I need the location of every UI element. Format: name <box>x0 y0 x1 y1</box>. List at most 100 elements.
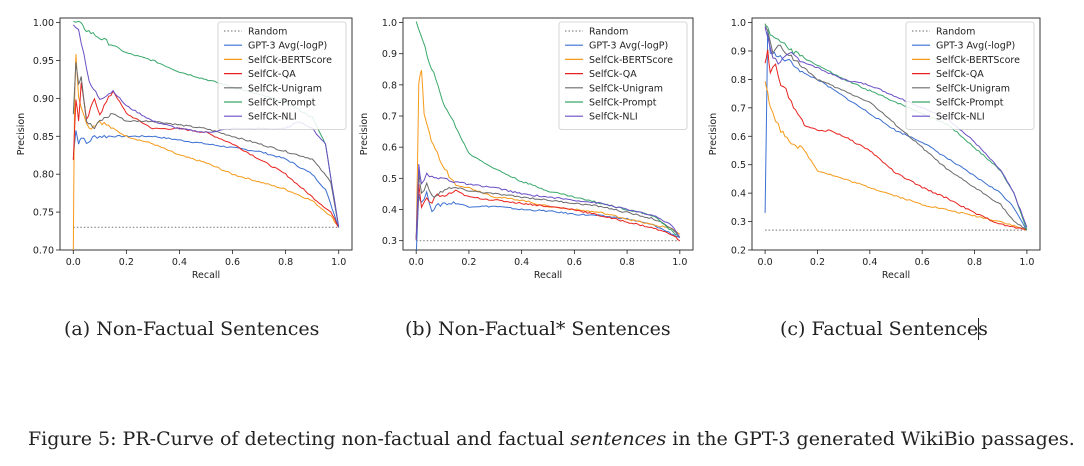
x-axis-label: Recall <box>882 270 910 281</box>
chart-panel-a: 0.0 0.2 0.4 0.6 0.8 1.0 0.70 0.75 0.80 0.85 0.90 0.… <box>15 0 360 300</box>
legend-entry: Random <box>589 27 628 38</box>
y-tick-label: 0.3 <box>382 236 397 247</box>
x-tick-label: 0.6 <box>225 257 240 268</box>
series-line-selfck-bertscore <box>764 81 1027 231</box>
x-tick-label: 1.0 <box>672 257 687 268</box>
x-tick-label: 0.6 <box>915 257 930 268</box>
figure-caption-emph: sentences <box>570 428 667 450</box>
legend-entry: SelfCk-NLI <box>248 112 297 123</box>
x-tick-label: 0.2 <box>461 257 476 268</box>
legend-entry: GPT-3 Avg(-logP) <box>589 41 668 52</box>
legend-entry: SelfCk-Prompt <box>589 98 657 109</box>
y-tick-label: 0.2 <box>731 246 746 257</box>
series-line-selfck-unigram <box>415 170 681 239</box>
legend-entry: SelfCk-QA <box>589 69 637 80</box>
legend-box <box>558 21 688 130</box>
series-line-selfck-prompt <box>415 21 681 238</box>
legend-entry: SelfCk-Prompt <box>248 98 316 109</box>
chart-svg: 0.0 0.2 0.4 0.6 0.8 1.0 0.2 0.3 0.4 0.5 0.6 0.7 0.8 0… <box>708 17 1041 281</box>
series-line-selfck-bertscore <box>72 54 340 250</box>
chart-svg: 0.0 0.2 0.4 0.6 0.8 1.0 0.3 0.4 0.5 0.6 0.7 0.8 0.9 1… <box>359 17 694 281</box>
y-tick-label: 0.85 <box>33 132 54 143</box>
y-tick-label: 1.0 <box>382 18 397 29</box>
y-tick-label: 0.9 <box>731 46 746 57</box>
y-tick-label: 1.0 <box>731 18 746 29</box>
y-tick-label: 0.6 <box>731 132 746 143</box>
x-tick-label: 0.2 <box>810 257 825 268</box>
series-line-selfck-unigram <box>764 23 1028 231</box>
y-tick-label: 0.95 <box>33 56 54 67</box>
legend-box <box>217 21 347 130</box>
series-line-selfck-qa <box>764 49 1028 231</box>
y-tick-label: 0.5 <box>731 160 746 171</box>
series-line-selfck-unigram <box>72 62 340 228</box>
series-line-gpt-3-avg-logp- <box>764 29 1028 231</box>
legend-box <box>905 21 1035 130</box>
y-tick-label: 0.6 <box>382 143 397 154</box>
legend-entry: SelfCk-NLI <box>936 112 985 123</box>
x-axis-label: Recall <box>534 270 562 281</box>
legend-entry: SelfCk-Unigram <box>248 83 322 94</box>
series-line-selfck-nli <box>415 164 681 241</box>
figure-caption-prefix: Figure 5: PR-Curve of detecting non-fact… <box>28 428 571 450</box>
text-cursor <box>978 318 979 340</box>
legend-entry: SelfCk-QA <box>248 69 296 80</box>
figure-caption-suffix: in the GPT-3 generated WikiBio passages. <box>666 428 1075 450</box>
x-tick-label: 0.8 <box>967 257 982 268</box>
y-tick-label: 0.9 <box>382 49 397 60</box>
y-tick-label: 0.70 <box>33 246 54 257</box>
y-axis-label: Precision <box>359 113 370 155</box>
x-axis-label: Recall <box>192 270 220 281</box>
x-tick-label: 0.4 <box>862 257 877 268</box>
x-tick-label: 0.6 <box>567 257 582 268</box>
x-tick-label: 0.2 <box>119 257 134 268</box>
legend-entry: SelfCk-BERTScore <box>936 55 1020 66</box>
legend-entry: SelfCk-NLI <box>589 112 638 123</box>
y-axis-label: Precision <box>16 113 27 155</box>
x-tick-label: 0.0 <box>758 257 773 268</box>
series-line-selfck-qa <box>415 184 681 242</box>
y-tick-label: 0.8 <box>731 75 746 86</box>
series-line-gpt-3-avg-logp- <box>415 189 680 250</box>
chart-panel-c: 0.0 0.2 0.4 0.6 0.8 1.0 0.2 0.3 0.4 0.5 0.6 0.7 0.8 0… <box>708 0 1053 300</box>
series-line-selfck-nli <box>764 26 1028 228</box>
y-tick-label: 0.5 <box>382 174 397 185</box>
legend-entry: SelfCk-QA <box>936 69 984 80</box>
figure-caption: Figure 5: PR-Curve of detecting non-fact… <box>28 428 1075 450</box>
y-axis-label: Precision <box>708 113 719 155</box>
y-tick-label: 0.4 <box>731 189 746 200</box>
y-tick-label: 0.75 <box>33 208 54 219</box>
chart-svg: 0.0 0.2 0.4 0.6 0.8 1.0 0.70 0.75 0.80 0.85 0.90 0.… <box>16 17 353 281</box>
x-tick-label: 1.0 <box>331 257 346 268</box>
y-tick-label: 0.3 <box>731 217 746 228</box>
x-tick-label: 0.8 <box>278 257 293 268</box>
y-tick-label: 0.7 <box>731 103 746 114</box>
legend-entry: GPT-3 Avg(-logP) <box>936 41 1015 52</box>
y-tick-label: 0.4 <box>382 205 397 216</box>
legend-entry: Random <box>248 27 287 38</box>
legend-entry: SelfCk-Unigram <box>589 83 663 94</box>
plot-frame <box>59 17 353 251</box>
y-tick-label: 0.90 <box>33 94 54 105</box>
plot-frame <box>751 17 1041 251</box>
legend-entry: SelfCk-Prompt <box>936 98 1004 109</box>
x-tick-label: 0.4 <box>172 257 187 268</box>
x-tick-label: 0.0 <box>66 257 81 268</box>
legend-entry: SelfCk-Unigram <box>936 83 1010 94</box>
plot-frame <box>402 17 694 251</box>
x-tick-label: 0.4 <box>514 257 529 268</box>
series-line-gpt-3-avg-logp- <box>72 130 340 228</box>
subcaption-b: (b) Non-Factual* Sentences <box>405 318 671 340</box>
y-tick-label: 0.7 <box>382 112 397 123</box>
y-tick-label: 0.8 <box>382 80 397 91</box>
legend-entry: SelfCk-BERTScore <box>248 55 332 66</box>
y-tick-label: 1.00 <box>33 18 54 29</box>
chart-panel-b: 0.0 0.2 0.4 0.6 0.8 1.0 0.3 0.4 0.5 0.6 0.7 0.8 0.9 1… <box>359 0 707 300</box>
series-line-selfck-bertscore <box>415 70 681 241</box>
legend-entry: GPT-3 Avg(-logP) <box>248 41 327 52</box>
y-tick-label: 0.80 <box>33 170 54 181</box>
subcaption-c: (c) Factual Sentences <box>780 318 988 340</box>
x-tick-label: 0.0 <box>409 257 424 268</box>
series-line-selfck-prompt <box>764 24 1028 231</box>
x-tick-label: 0.8 <box>620 257 635 268</box>
